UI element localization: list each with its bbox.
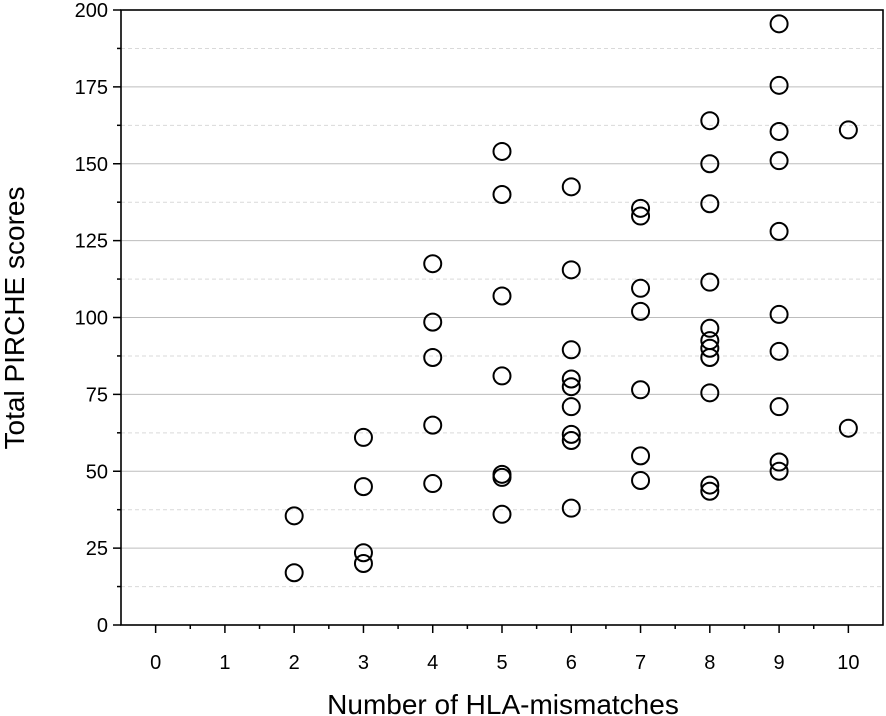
- data-point: [561, 498, 581, 518]
- y-tick-label: 50: [86, 461, 108, 483]
- data-point: [561, 431, 581, 450]
- x-tick-label: 5: [496, 652, 507, 674]
- data-point: [700, 481, 720, 501]
- x-tick-label: 1: [219, 652, 230, 674]
- data-point: [353, 543, 373, 563]
- x-tick-label: 7: [635, 652, 646, 674]
- data-point: [769, 151, 789, 171]
- data-point: [561, 340, 581, 360]
- data-point: [700, 338, 720, 358]
- x-tick-label: 0: [150, 652, 161, 674]
- data-point: [769, 452, 789, 472]
- x-tick-label: 6: [566, 652, 577, 674]
- data-point: [561, 377, 581, 397]
- y-tick-label: 25: [86, 538, 108, 560]
- data-point: [492, 286, 512, 306]
- data-point: [769, 75, 789, 95]
- data-point: [561, 260, 581, 280]
- data-point: [838, 120, 858, 140]
- data-point: [561, 177, 581, 197]
- data-points: [284, 14, 858, 583]
- data-point: [353, 427, 373, 447]
- data-point: [631, 446, 651, 466]
- data-point: [700, 111, 720, 131]
- data-point: [631, 278, 651, 298]
- data-point: [284, 506, 304, 526]
- grid-lines: [121, 47, 883, 588]
- data-point: [769, 461, 789, 481]
- y-tick-label: 100: [75, 308, 108, 330]
- data-point: [631, 301, 651, 321]
- data-point: [700, 475, 720, 495]
- y-tick-label: 0: [97, 615, 108, 637]
- data-point: [769, 14, 789, 34]
- data-point: [492, 185, 512, 204]
- data-point: [561, 397, 581, 417]
- data-point: [769, 304, 789, 324]
- x-tick-label: 3: [358, 652, 369, 674]
- data-point: [700, 154, 720, 174]
- data-point: [631, 198, 651, 218]
- data-point: [561, 369, 581, 389]
- data-point: [423, 474, 443, 494]
- data-point: [631, 206, 651, 226]
- x-tick-label: 4: [427, 652, 438, 674]
- data-point: [631, 380, 651, 400]
- data-point: [700, 347, 720, 367]
- data-point: [700, 194, 720, 214]
- y-axis-ticks: 0 25 50 75 100 125 150 175 200: [75, 0, 121, 637]
- y-tick-label: 150: [75, 154, 108, 176]
- data-point: [284, 563, 304, 583]
- data-point: [769, 221, 789, 241]
- x-tick-label: 9: [774, 652, 785, 674]
- x-tick-label: 8: [704, 652, 715, 674]
- y-tick-label: 125: [75, 231, 108, 253]
- x-axis-ticks: 0 1 2 3 4 5 6 7 8 9 10: [150, 625, 859, 674]
- data-point: [700, 318, 720, 338]
- data-point: [769, 341, 789, 361]
- data-point: [423, 415, 443, 435]
- x-axis-title: Number of HLA-mismatches: [327, 689, 679, 716]
- data-point: [492, 141, 512, 161]
- y-tick-label: 75: [86, 384, 108, 406]
- data-point: [492, 366, 512, 386]
- data-point: [838, 418, 858, 438]
- x-tick-label: 2: [289, 652, 300, 674]
- data-point: [631, 470, 651, 490]
- data-point: [561, 424, 581, 444]
- data-point: [769, 397, 789, 417]
- data-point: [492, 504, 512, 524]
- data-point: [700, 383, 720, 403]
- y-tick-label: 175: [75, 77, 108, 99]
- data-point: [353, 477, 373, 497]
- y-axis-title: Total PIRCHE scores: [0, 187, 30, 450]
- data-point: [700, 272, 720, 292]
- y-tick-label: 200: [75, 0, 108, 22]
- data-point: [769, 121, 789, 141]
- data-point: [492, 467, 512, 487]
- data-point: [423, 347, 443, 367]
- x-tick-label: 10: [837, 652, 859, 674]
- data-point: [423, 254, 443, 274]
- data-point: [423, 312, 443, 332]
- data-point: [353, 554, 373, 573]
